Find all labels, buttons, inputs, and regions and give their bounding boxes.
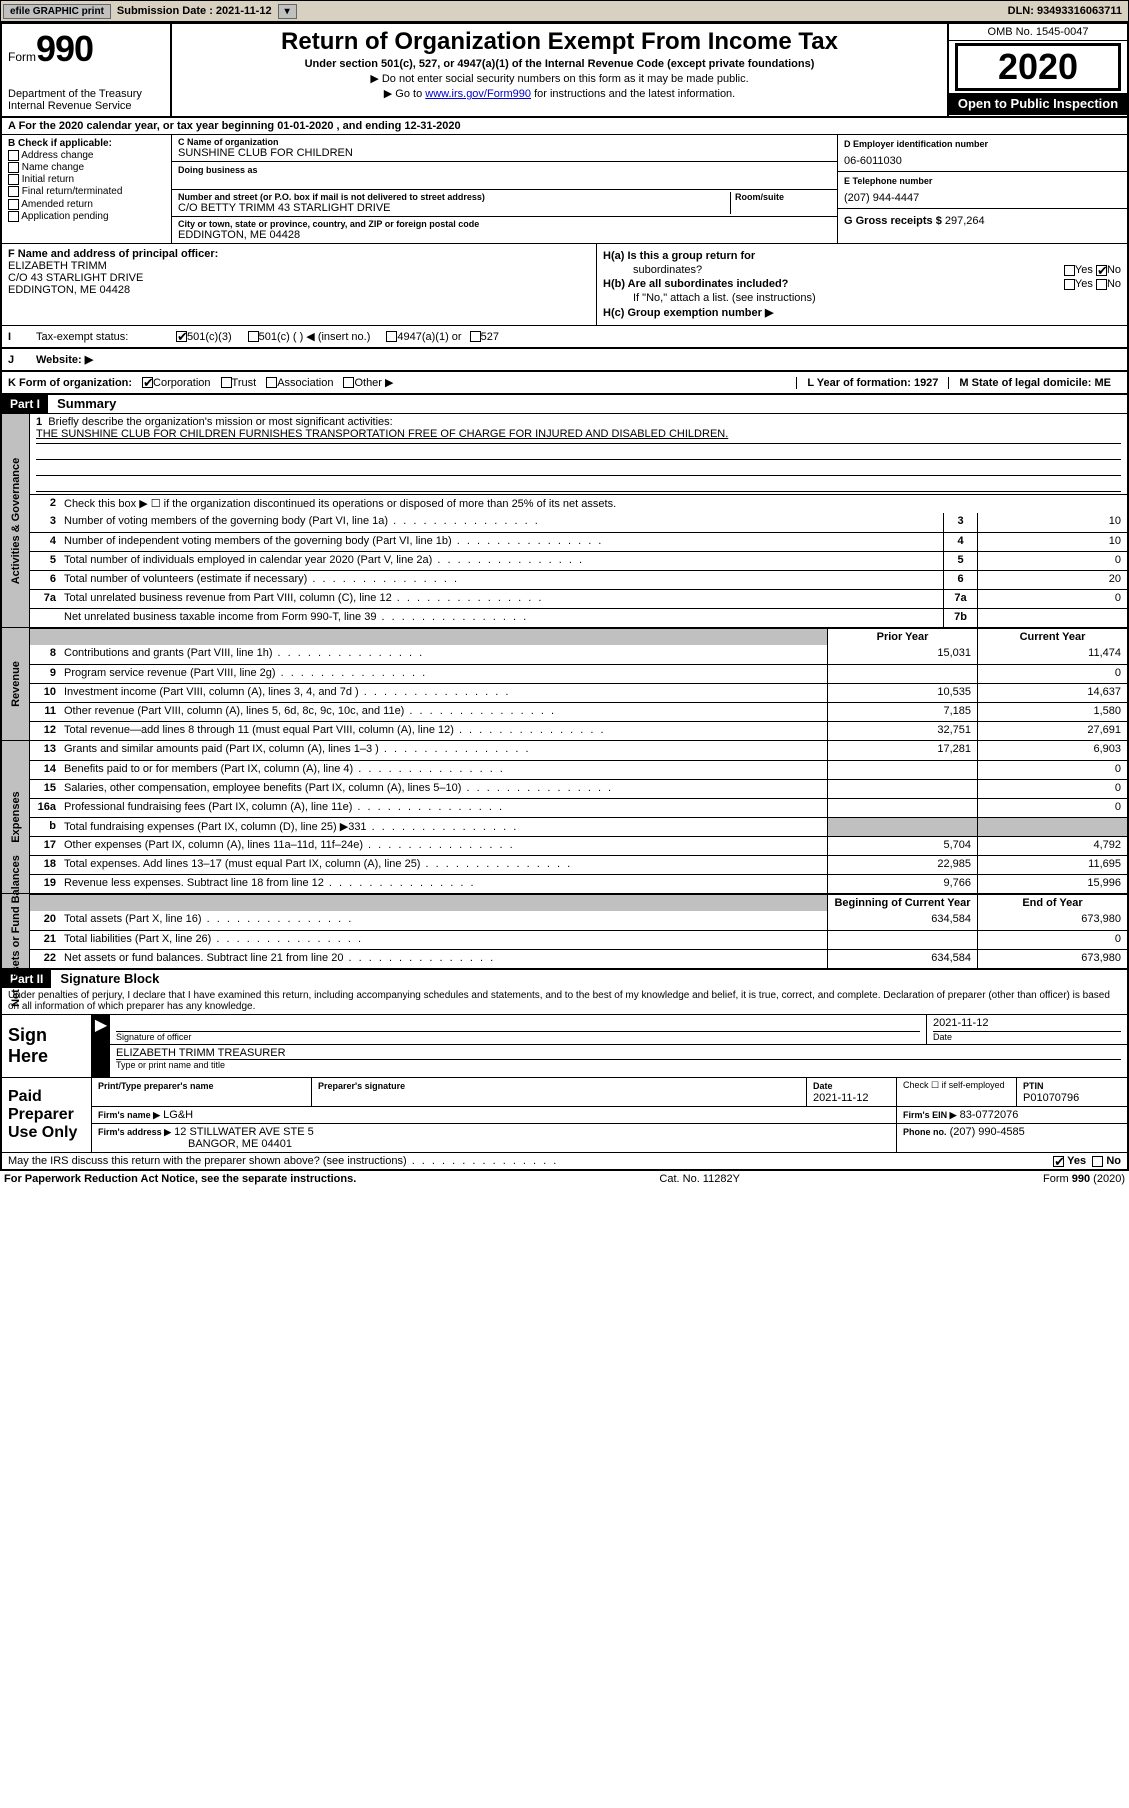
street-address: C/O BETTY TRIMM 43 STARLIGHT DRIVE xyxy=(178,202,730,214)
row-k-org-form: K Form of organization: Corporation Trus… xyxy=(2,372,1127,395)
applicable-checkbox[interactable] xyxy=(8,174,19,185)
row-i-tax-status: I Tax-exempt status: 501(c)(3) 501(c) ( … xyxy=(2,326,1127,349)
ha-no-checkbox[interactable] xyxy=(1096,265,1107,276)
applicable-checkbox[interactable] xyxy=(8,150,19,161)
row-a-tax-year: A For the 2020 calendar year, or tax yea… xyxy=(2,118,1127,135)
governance-section: Activities & Governance 1 Briefly descri… xyxy=(2,414,1127,628)
note-website: ▶ Go to www.irs.gov/Form990 for instruct… xyxy=(178,87,941,100)
hb-yes-checkbox[interactable] xyxy=(1064,279,1075,290)
gross-value: 297,264 xyxy=(945,215,985,227)
part1-title: Summary xyxy=(51,394,122,413)
trust-checkbox[interactable] xyxy=(221,377,232,388)
discuss-row: May the IRS discuss this return with the… xyxy=(2,1152,1127,1169)
form-number: 990 xyxy=(36,28,93,69)
section-b-entity: B Check if applicable: Address change Na… xyxy=(2,135,1127,244)
part1-header-row: Part I Summary xyxy=(2,395,1127,414)
dln-label: DLN: 93493316063711 xyxy=(1002,5,1128,17)
applicable-checkbox[interactable] xyxy=(8,162,19,173)
applicable-checkbox[interactable] xyxy=(8,211,19,222)
part2-header-row: Part II Signature Block xyxy=(2,970,1127,988)
officer-addr2: EDDINGTON, ME 04428 xyxy=(8,284,590,296)
tel-value: (207) 944-4447 xyxy=(844,192,1121,204)
form-word: Form xyxy=(8,50,36,64)
527-checkbox[interactable] xyxy=(470,331,481,342)
org-name: SUNSHINE CLUB FOR CHILDREN xyxy=(178,147,831,159)
tel-label: E Telephone number xyxy=(844,176,1121,186)
4947-checkbox[interactable] xyxy=(386,331,397,342)
year-formation: L Year of formation: 1927 xyxy=(807,377,938,389)
form-subtitle: Under section 501(c), 527, or 4947(a)(1)… xyxy=(178,58,941,70)
revenue-section: Revenue Prior YearCurrent Year 8Contribu… xyxy=(2,628,1127,741)
form-990: Form990 Department of the Treasury Inter… xyxy=(0,22,1129,1171)
dept-label: Department of the Treasury xyxy=(8,88,164,100)
applicable-checkbox[interactable] xyxy=(8,186,19,197)
paid-preparer-block: Paid Preparer Use Only Print/Type prepar… xyxy=(2,1078,1127,1152)
officer-name: ELIZABETH TRIMM xyxy=(8,260,590,272)
501c-checkbox[interactable] xyxy=(248,331,259,342)
part2-title: Signature Block xyxy=(54,969,165,988)
501c3-checkbox[interactable] xyxy=(176,331,187,342)
applicable-checkbox[interactable] xyxy=(8,199,19,210)
discuss-yes-checkbox[interactable] xyxy=(1053,1156,1064,1167)
c-name-label: C Name of organization xyxy=(178,137,831,147)
expenses-section: Expenses 13Grants and similar amounts pa… xyxy=(2,741,1127,894)
sign-here-block: Sign Here ▶ Signature of officer 2021-11… xyxy=(2,1015,1127,1078)
row-j-website: J Website: ▶ xyxy=(2,349,1127,372)
section-f-officer: F Name and address of principal officer:… xyxy=(2,244,1127,326)
city-state-zip: EDDINGTON, ME 04428 xyxy=(178,229,831,241)
ein-label: D Employer identification number xyxy=(844,139,1121,149)
tax-year: 2020 xyxy=(955,43,1121,91)
part1-tab: Part I xyxy=(2,395,48,413)
room-label: Room/suite xyxy=(735,192,831,202)
city-label: City or town, state or province, country… xyxy=(178,219,831,229)
netassets-section: Net Assets or Fund Balances Beginning of… xyxy=(2,894,1127,970)
street-label: Number and street (or P.O. box if mail i… xyxy=(178,192,730,202)
declaration-text: Under penalties of perjury, I declare th… xyxy=(2,988,1127,1015)
line1-label: Briefly describe the organization's miss… xyxy=(48,416,392,428)
discuss-no-checkbox[interactable] xyxy=(1092,1156,1103,1167)
form-title: Return of Organization Exempt From Incom… xyxy=(178,28,941,56)
gross-label: G Gross receipts $ xyxy=(844,215,942,227)
state-domicile: M State of legal domicile: ME xyxy=(959,377,1111,389)
mission-text: THE SUNSHINE CLUB FOR CHILDREN FURNISHES… xyxy=(36,428,1121,444)
hb-no-checkbox[interactable] xyxy=(1096,279,1107,290)
form-header: Form990 Department of the Treasury Inter… xyxy=(2,24,1127,118)
ha-yes-checkbox[interactable] xyxy=(1064,265,1075,276)
other-checkbox[interactable] xyxy=(343,377,354,388)
corp-checkbox[interactable] xyxy=(142,377,153,388)
footer: For Paperwork Reduction Act Notice, see … xyxy=(0,1171,1129,1187)
top-toolbar: efile GRAPHIC print Submission Date : 20… xyxy=(0,0,1129,22)
f-label: F Name and address of principal officer: xyxy=(8,248,218,260)
irs-link[interactable]: www.irs.gov/Form990 xyxy=(425,88,531,100)
irs-label: Internal Revenue Service xyxy=(8,100,164,112)
note-ssn: ▶ Do not enter social security numbers o… xyxy=(178,72,941,85)
submission-dropdown[interactable]: ▾ xyxy=(278,4,297,19)
efile-print-button[interactable]: efile GRAPHIC print xyxy=(3,4,111,19)
submission-date-label: Submission Date : 2021-11-12 xyxy=(117,5,272,17)
line2-text: Check this box ▶ ☐ if the organization d… xyxy=(60,495,1127,513)
arrow-icon: ▶ xyxy=(92,1015,110,1077)
officer-addr1: C/O 43 STARLIGHT DRIVE xyxy=(8,272,590,284)
omb-number: OMB No. 1545-0047 xyxy=(949,24,1127,41)
check-applicable-label: B Check if applicable: xyxy=(8,138,112,149)
assoc-checkbox[interactable] xyxy=(266,377,277,388)
dba-label: Doing business as xyxy=(178,165,258,175)
open-inspection-badge: Open to Public Inspection xyxy=(949,93,1127,115)
ein-value: 06-6011030 xyxy=(844,155,1121,167)
